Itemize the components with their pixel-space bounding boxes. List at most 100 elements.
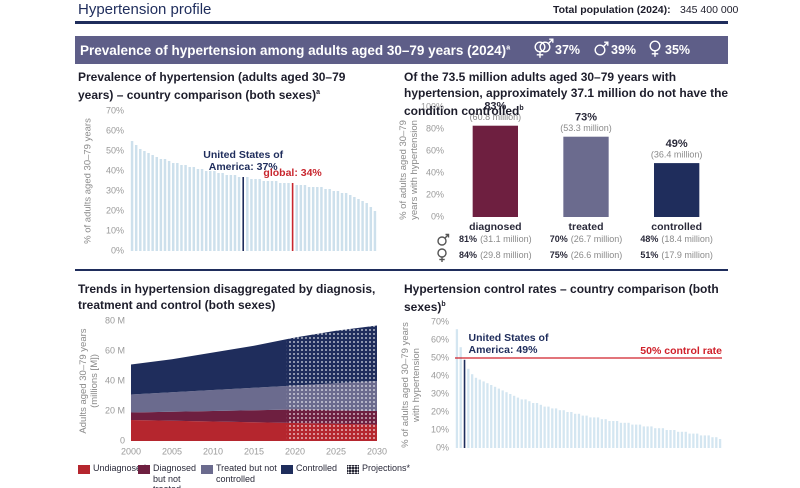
bar: [365, 203, 368, 251]
bar: [501, 390, 504, 448]
y-tick-label: 30%: [106, 185, 124, 195]
sex-detail: (26.7 million): [571, 234, 623, 244]
value-label: 49%: [666, 138, 688, 150]
bar: [299, 185, 303, 251]
value-label: 83%: [484, 101, 506, 113]
chart-title-text: Of the 73.5 million adults aged 30–79 ye…: [404, 70, 729, 118]
category-label: controlled: [651, 221, 702, 233]
bar: [650, 426, 653, 448]
bar: [130, 141, 134, 251]
sex-row: 81% (31.1 million): [459, 234, 532, 244]
bar: [497, 388, 501, 448]
bar: [574, 413, 577, 448]
bar: [654, 428, 657, 448]
bar: [139, 149, 142, 251]
x-tick-label: 2010: [203, 446, 223, 456]
bar: [474, 377, 478, 448]
x-tick-label: 2025: [326, 446, 346, 456]
bar: [167, 161, 171, 251]
y-tick-label: 60 M: [105, 345, 125, 355]
bar: [159, 159, 163, 251]
y-tick-label: 60%: [431, 334, 449, 344]
bar: [680, 431, 684, 448]
chart-title-text: Prevalence of hypertension (adults aged …: [78, 70, 346, 102]
sex-value: 48%: [640, 234, 658, 244]
bar: [703, 435, 706, 448]
y-tick-label: 50%: [106, 145, 124, 155]
y-tick-label: 0%: [431, 211, 444, 221]
bar: [612, 421, 615, 448]
bar: [638, 424, 642, 448]
sex-value: 84%: [459, 250, 477, 260]
y-tick-label: 40%: [106, 165, 124, 175]
bar: [627, 422, 630, 448]
bar: [163, 159, 167, 251]
sex-detail: (29.8 million): [480, 250, 532, 260]
legend-label: Undiagnosed: [93, 463, 147, 473]
sex-detail: (18.4 million): [661, 234, 713, 244]
icon-part: [602, 41, 609, 48]
y-tick-label: 10%: [431, 424, 449, 434]
bar: [493, 386, 497, 448]
sex-value: 70%: [550, 234, 568, 244]
bar: [467, 368, 470, 448]
legend-label: Projections*: [362, 463, 411, 473]
sex-value: 75%: [550, 250, 568, 260]
bar: [344, 193, 348, 251]
legend-swatch: [281, 465, 293, 474]
bar: [711, 437, 714, 448]
y-tick-label: 70%: [431, 316, 449, 326]
bar: [684, 431, 687, 448]
male-icon: [539, 38, 554, 53]
legend-swatch: [201, 465, 213, 474]
chart-title-text: Trends in hypertension disaggregated by …: [78, 282, 376, 312]
bar: [665, 430, 668, 448]
bar: [307, 187, 311, 251]
bar: [577, 413, 581, 448]
bar: [134, 145, 138, 251]
x-tick-label: 2020: [285, 446, 305, 456]
bar: [589, 417, 592, 448]
bar: [184, 165, 187, 251]
male-icon: [594, 41, 609, 56]
bar: [287, 183, 290, 251]
y-axis-label: % of adults aged 30–79 years with hypert…: [398, 120, 420, 220]
bar: [654, 163, 700, 217]
stat-female: 35%: [665, 43, 691, 57]
y-axis-label: % of adults aged 30–79 years with hypert…: [400, 322, 422, 448]
bar: [229, 175, 233, 251]
bar: [151, 155, 154, 251]
footnote-mark: b: [441, 301, 446, 308]
bar: [209, 171, 212, 251]
female-icon: [437, 248, 447, 262]
bar: [295, 185, 298, 251]
bar: [332, 191, 336, 251]
bar: [155, 157, 158, 251]
bar: [279, 183, 282, 251]
bar: [505, 392, 508, 448]
chart-title: Hypertension control rates – country com…: [404, 281, 734, 315]
chart-title: Trends in hypertension disaggregated by …: [78, 281, 378, 313]
value-sublabel: (36.4 million): [651, 149, 703, 159]
bar: [349, 195, 352, 251]
bar: [171, 163, 175, 251]
bar: [482, 381, 485, 448]
y-tick-label: 0%: [436, 442, 449, 452]
bar: [176, 163, 179, 251]
bar: [353, 197, 356, 251]
bar: [478, 379, 481, 448]
banner: Prevalence of hypertension among adults …: [75, 36, 728, 64]
bar: [357, 199, 360, 251]
bar: [250, 179, 253, 251]
y-tick-label: 40%: [426, 167, 444, 177]
bar: [361, 201, 364, 251]
value-label: United States of America: 49%: [468, 331, 549, 356]
bar: [673, 430, 676, 448]
y-tick-label: 60%: [426, 145, 444, 155]
icon-part: [539, 41, 551, 53]
section-rule: [75, 269, 728, 271]
legend-swatch: [347, 465, 359, 474]
bar: [192, 167, 196, 251]
value-sublabel: (60.8 million): [470, 112, 522, 122]
bar: [336, 191, 340, 251]
